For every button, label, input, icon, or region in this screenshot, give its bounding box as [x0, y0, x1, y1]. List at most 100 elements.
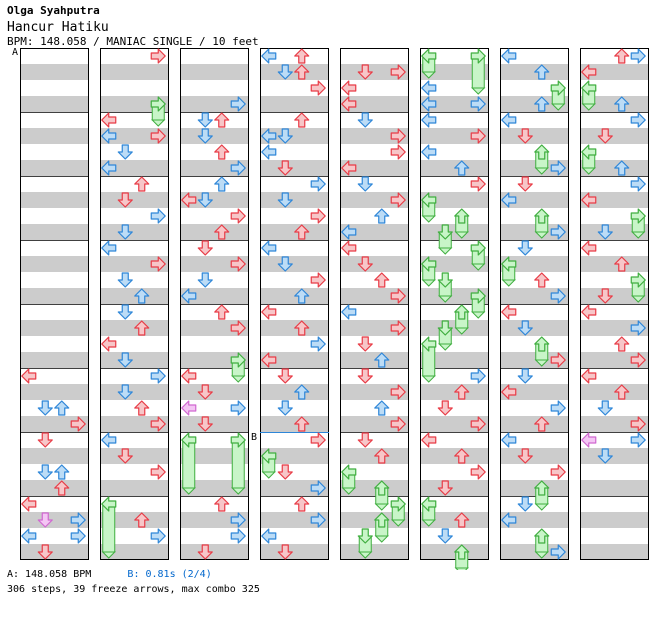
step-arrow-left — [501, 512, 517, 528]
beat-stripe — [580, 320, 649, 336]
column-border — [340, 48, 409, 560]
step-arrow-down — [197, 544, 213, 560]
step-arrow-down — [437, 272, 453, 288]
step-arrow-up — [454, 448, 470, 464]
step-arrow-left — [101, 112, 117, 128]
step-arrow-right — [230, 352, 246, 368]
step-arrow-right — [150, 128, 166, 144]
step-arrow-right — [390, 192, 406, 208]
beat-stripe — [100, 352, 169, 368]
step-arrow-down — [357, 256, 373, 272]
beat-stripe — [20, 448, 89, 464]
step-arrow-down — [277, 256, 293, 272]
beat-stripe — [580, 480, 649, 496]
step-arrow-left — [261, 128, 277, 144]
step-arrow-left — [501, 304, 517, 320]
step-arrow-up — [294, 320, 310, 336]
beat-stripe — [20, 224, 89, 240]
beat-stripe — [180, 160, 249, 176]
beat-stripe — [180, 256, 249, 272]
step-arrow-left — [501, 256, 517, 272]
step-arrow-up — [534, 64, 550, 80]
step-arrow-right — [70, 528, 86, 544]
beat-stripe — [260, 512, 329, 528]
step-arrow-right — [70, 512, 86, 528]
freeze-end — [261, 471, 276, 479]
freeze-end — [534, 503, 549, 511]
step-arrow-left — [261, 144, 277, 160]
step-arrow-up — [374, 208, 390, 224]
step-arrow-down — [357, 336, 373, 352]
step-arrow-right — [390, 416, 406, 432]
freeze-end — [421, 215, 436, 223]
step-arrow-up — [294, 496, 310, 512]
beat-stripe — [580, 352, 649, 368]
beat-stripe — [340, 224, 409, 240]
step-arrow-down — [597, 400, 613, 416]
step-arrow-up — [54, 480, 70, 496]
freeze-end — [581, 167, 596, 175]
step-arrow-right — [150, 96, 166, 112]
step-arrow-right — [310, 432, 326, 448]
step-arrow-down — [357, 176, 373, 192]
step-arrow-up — [534, 272, 550, 288]
step-arrow-right — [550, 80, 566, 96]
beat-stripe — [100, 544, 169, 560]
step-arrow-down — [597, 224, 613, 240]
step-arrow-right — [630, 272, 646, 288]
step-arrow-up — [214, 112, 230, 128]
step-arrow-up — [374, 480, 390, 496]
step-arrow-right — [470, 240, 486, 256]
step-arrow-left — [421, 256, 437, 272]
step-arrow-left — [261, 448, 277, 464]
step-arrow-left — [581, 368, 597, 384]
step-arrow-up — [374, 448, 390, 464]
song-title: Hancur Hatiku — [7, 20, 109, 35]
step-arrow-up — [294, 224, 310, 240]
step-arrow-right — [150, 464, 166, 480]
beat-stripe — [260, 160, 329, 176]
step-arrow-down — [37, 544, 53, 560]
step-arrow-up — [614, 384, 630, 400]
step-arrow-up — [214, 496, 230, 512]
step-arrow-down — [117, 448, 133, 464]
step-arrow-left — [101, 432, 117, 448]
step-arrow-down — [197, 240, 213, 256]
step-arrow-right — [310, 272, 326, 288]
beat-stripe — [100, 416, 169, 432]
step-arrow-down — [517, 320, 533, 336]
step-arrow-down — [517, 368, 533, 384]
step-arrow-left — [101, 336, 117, 352]
beat-stripe — [420, 128, 489, 144]
beat-stripe — [260, 256, 329, 272]
step-arrow-right — [150, 256, 166, 272]
freeze-end — [534, 231, 549, 239]
freeze-end — [581, 103, 596, 111]
freeze-end — [151, 119, 166, 127]
step-arrow-up — [294, 288, 310, 304]
column-border — [260, 48, 329, 560]
step-arrow-right — [310, 176, 326, 192]
step-arrow-left — [581, 64, 597, 80]
chart-column — [500, 48, 569, 560]
freeze-end — [438, 295, 453, 303]
step-arrow-right — [230, 512, 246, 528]
beat-stripe — [20, 512, 89, 528]
beat-stripe — [260, 480, 329, 496]
step-arrow-down — [277, 368, 293, 384]
step-arrow-up — [614, 336, 630, 352]
step-arrow-down — [517, 240, 533, 256]
beat-stripe — [500, 224, 569, 240]
bpm-a-label: A: 148.058 BPM — [7, 569, 92, 580]
beat-stripe — [340, 320, 409, 336]
beat-stripe — [340, 160, 409, 176]
beat-stripe — [180, 96, 249, 112]
freeze-end — [374, 535, 389, 543]
beat-stripe — [340, 544, 409, 560]
step-arrow-left — [341, 304, 357, 320]
beat-stripe — [420, 224, 489, 240]
step-arrow-down — [117, 304, 133, 320]
step-arrow-left — [421, 48, 437, 64]
step-arrow-up — [134, 288, 150, 304]
step-arrow-right — [470, 176, 486, 192]
